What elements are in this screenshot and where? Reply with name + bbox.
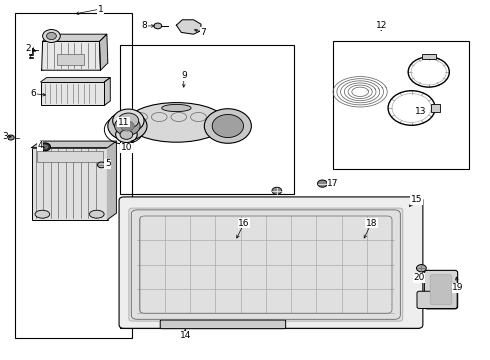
Bar (57, 54, 84, 65)
Text: 7: 7 (200, 28, 206, 37)
Bar (36, 151, 102, 162)
Polygon shape (99, 34, 108, 70)
Circle shape (108, 112, 147, 140)
Circle shape (272, 187, 282, 194)
Circle shape (212, 114, 244, 138)
Polygon shape (42, 41, 100, 70)
Ellipse shape (89, 210, 104, 218)
Text: 19: 19 (452, 284, 464, 292)
Circle shape (416, 265, 426, 272)
Circle shape (7, 135, 14, 140)
Circle shape (318, 180, 327, 187)
Ellipse shape (35, 210, 50, 218)
Bar (422, 54, 436, 59)
Circle shape (120, 130, 133, 139)
Polygon shape (41, 78, 110, 82)
Circle shape (113, 109, 144, 132)
Bar (120, 198, 419, 328)
Circle shape (47, 32, 56, 40)
Circle shape (115, 117, 140, 135)
FancyBboxPatch shape (417, 291, 457, 309)
Text: 15: 15 (411, 195, 422, 204)
Ellipse shape (162, 104, 191, 112)
Bar (431, 104, 440, 112)
Text: 11: 11 (118, 118, 129, 127)
Circle shape (121, 121, 134, 131)
Text: 20: 20 (413, 274, 425, 282)
Text: 18: 18 (366, 219, 377, 228)
Bar (41, 82, 104, 105)
Text: 9: 9 (181, 71, 187, 80)
Ellipse shape (127, 103, 225, 142)
Text: 13: 13 (415, 107, 426, 116)
Text: 1: 1 (98, 5, 103, 14)
Text: 3: 3 (2, 132, 8, 141)
Text: 2: 2 (25, 44, 31, 53)
Circle shape (118, 113, 139, 128)
Circle shape (154, 23, 162, 29)
Polygon shape (104, 78, 110, 105)
Bar (31, 148, 107, 220)
Circle shape (43, 30, 60, 42)
Circle shape (204, 109, 251, 143)
Bar (15, 13, 132, 338)
Text: 14: 14 (179, 331, 191, 340)
Circle shape (40, 143, 50, 151)
Polygon shape (176, 20, 201, 34)
Bar (120, 45, 294, 194)
FancyBboxPatch shape (160, 320, 286, 329)
Circle shape (116, 127, 137, 143)
Text: 17: 17 (327, 179, 339, 188)
Text: 6: 6 (30, 89, 36, 98)
Text: 16: 16 (238, 219, 250, 228)
Text: 8: 8 (142, 22, 147, 31)
FancyBboxPatch shape (119, 197, 423, 328)
Text: 12: 12 (375, 21, 387, 30)
Circle shape (43, 145, 48, 149)
Text: 4: 4 (37, 141, 43, 150)
Bar (333, 41, 469, 169)
Text: 10: 10 (121, 143, 132, 152)
FancyBboxPatch shape (424, 270, 458, 309)
Polygon shape (43, 34, 107, 41)
Text: 5: 5 (105, 159, 111, 168)
FancyBboxPatch shape (129, 208, 403, 321)
Polygon shape (107, 141, 116, 220)
Circle shape (98, 162, 105, 168)
Polygon shape (31, 141, 116, 148)
FancyBboxPatch shape (430, 275, 452, 305)
